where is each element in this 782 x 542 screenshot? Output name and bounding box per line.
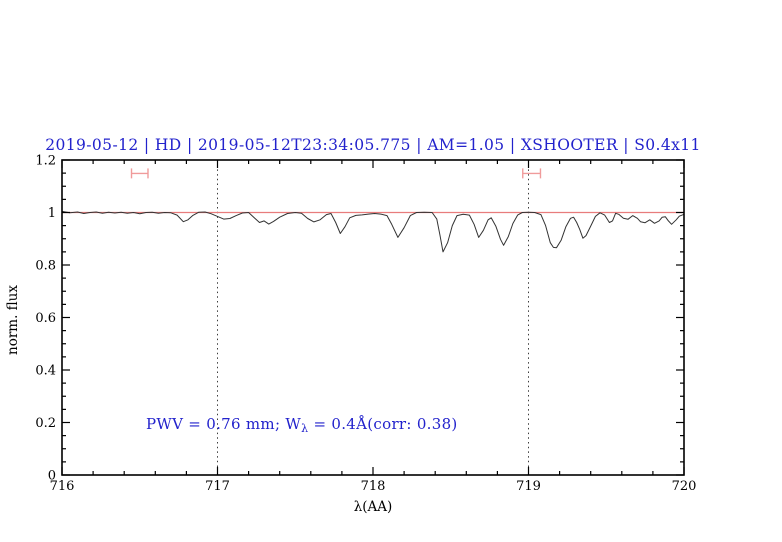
x-tick-label: 718 <box>361 479 386 494</box>
x-tick-label: 719 <box>516 479 541 494</box>
y-tick-label: 1.2 <box>35 154 56 169</box>
annotation-pre: PWV = 0.76 mm; W <box>146 415 301 433</box>
y-tick-label: 0.4 <box>35 364 56 379</box>
chart-title: 2019-05-12 | HD | 2019-05-12T23:34:05.77… <box>45 136 701 154</box>
annotation-post: = 0.4Å(corr: 0.38) <box>308 415 457 433</box>
y-tick-label: 1 <box>48 206 56 221</box>
x-tick-label: 716 <box>50 479 75 494</box>
spectrum-line <box>61 210 685 253</box>
y-tick-label: 0.2 <box>35 416 56 431</box>
pwv-annotation: PWV = 0.76 mm; Wλ = 0.4Å(corr: 0.38) <box>146 415 458 435</box>
x-tick-label: 717 <box>205 479 230 494</box>
x-tick-label: 720 <box>672 479 697 494</box>
y-tick-label: 0.8 <box>35 259 56 274</box>
plot-layer: 716 717 718 719 720 0 0.2 0.4 0.6 0.8 1 1.2 <box>35 154 696 495</box>
annotation-lambda-subscript: λ <box>301 422 308 435</box>
y-tick-label: 0.6 <box>35 311 56 326</box>
y-tick-label: 0 <box>48 469 56 484</box>
x-axis-label: λ(AA) <box>354 499 393 515</box>
y-axis-label: norm. flux <box>5 285 21 355</box>
